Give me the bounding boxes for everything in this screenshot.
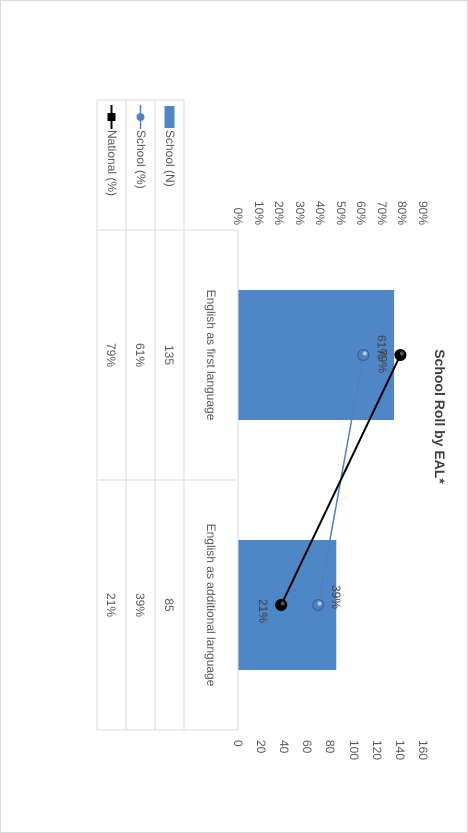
national-pct-data-label: 79% [375,349,389,373]
table-cell: 85 [162,598,177,612]
table-cell: 39% [133,592,148,618]
category-label: English as first language [204,289,218,421]
category-label: English as additional language [204,523,218,687]
national-pct-point-highlight [280,601,285,606]
national-pct-line [280,354,402,606]
legend-entry-label: School (%) [134,130,148,189]
school-pct-point-highlight [362,351,367,356]
table-cell: 61% [133,342,148,368]
bar-0 [238,290,395,420]
school-pct-data-label: 61% [374,335,388,359]
table-cell: 135 [162,344,177,366]
legend-entry-label: School (N) [163,130,177,187]
national-pct-point-highlight [399,351,404,356]
table-cell: 21% [104,592,119,618]
school-pct-data-label: 39% [329,585,343,609]
school-pct-point-highlight [317,601,322,606]
legend-entry-label: National (%) [105,130,119,197]
national-pct-data-label: 21% [256,599,270,623]
legend-key-bar [164,106,175,128]
legend-key-marker [136,113,145,121]
legend-key-marker [107,113,116,121]
table-cell: 79% [104,342,119,368]
